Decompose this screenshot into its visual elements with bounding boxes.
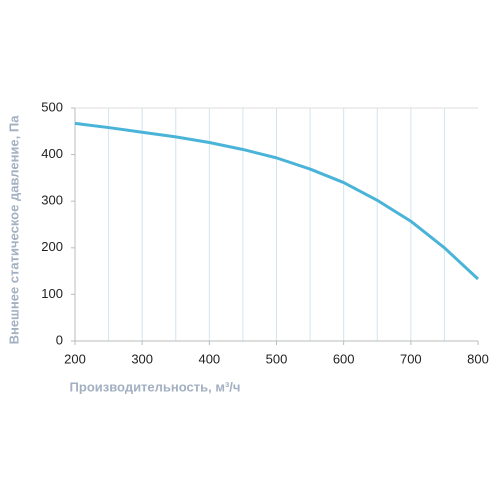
y-tick-label: 0 bbox=[56, 332, 63, 347]
line bbox=[74, 121, 480, 281]
y-tick-label: 100 bbox=[41, 286, 63, 301]
x-tick-label: 300 bbox=[131, 351, 153, 366]
x-tick-label: 800 bbox=[467, 351, 489, 366]
x-tick-label: 600 bbox=[333, 351, 355, 366]
y-axis-title: Внешнее статическое давление, Па bbox=[6, 115, 21, 345]
x-tick-label: 200 bbox=[64, 351, 86, 366]
y-tick-label: 500 bbox=[41, 99, 63, 114]
y-tick-label: 300 bbox=[41, 193, 63, 208]
y-tick-label: 200 bbox=[41, 239, 63, 254]
x-tick-label: 500 bbox=[266, 351, 288, 366]
x-axis-title: Производительность, м³/ч bbox=[70, 379, 241, 394]
x-tick-label: 700 bbox=[400, 351, 422, 366]
y-tick-label: 400 bbox=[41, 146, 63, 161]
x-tick-label: 400 bbox=[198, 351, 220, 366]
